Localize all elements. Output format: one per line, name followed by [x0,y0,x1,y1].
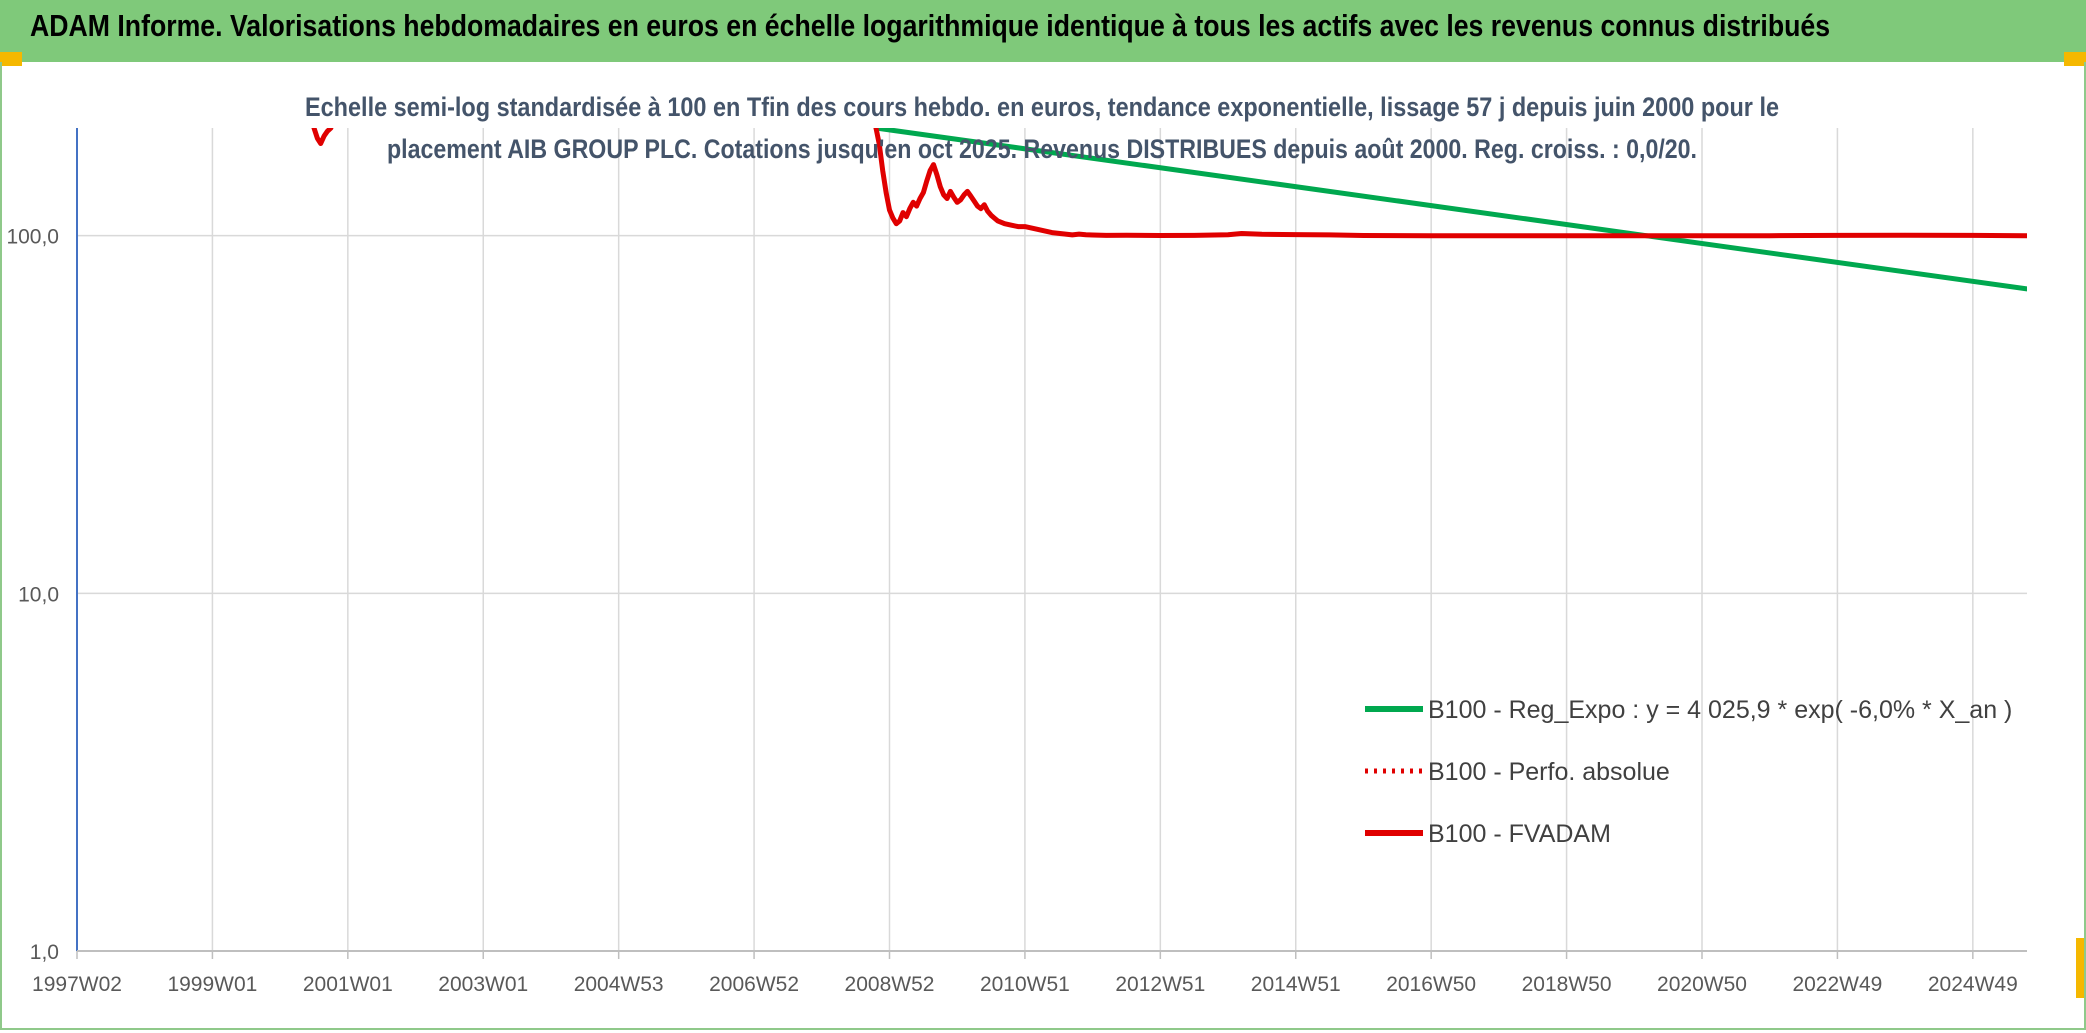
y-tick-labels: 1,0 10,0 100,0 [6,226,59,964]
series-line-b100-fvadam [311,128,334,146]
axes [76,128,2027,959]
legend-label: B100 - Reg_Expo : y = 4 025,9 * exp( -6,… [1428,696,2012,724]
chart-subtitle: Echelle semi-log standardisée à 100 en T… [305,92,1779,164]
report-title: ADAM Informe. Valorisations hebdomadaire… [30,8,1831,43]
legend-label: B100 - Perfo. absolue [1428,758,1670,786]
x-tick-label: 2006W52 [709,973,799,996]
x-tick-label: 2010W51 [980,973,1070,996]
x-tick-label: 2014W51 [1251,973,1341,996]
subtitle-line-2: placement AIB GROUP PLC. Cotations jusqu… [387,134,1697,164]
series-line-b100-fvadam [873,128,2027,239]
x-tick-label: 2003W01 [438,973,528,996]
x-tick-label: 2008W52 [845,973,935,996]
subtitle-line-1: Echelle semi-log standardisée à 100 en T… [305,92,1779,122]
x-tick-label: 2020W50 [1657,973,1747,996]
x-tick-label: 2024W49 [1928,973,2018,996]
y-tick-label: 10,0 [18,583,59,606]
legend-label: B100 - FVADAM [1428,820,1611,848]
chart-frame [0,62,2086,1030]
corner-marker-top-left [0,52,22,66]
x-tick-label: 2016W50 [1386,973,1476,996]
x-tick-label: 2012W51 [1115,973,1205,996]
x-tick-labels: 1997W02 1999W01 2001W01 2003W01 2004W53 2006W… [32,973,2018,996]
x-tick-label: 1997W02 [32,973,122,996]
y-tick-label: 1,0 [30,941,59,964]
x-tick-label: 2004W53 [574,973,664,996]
y-tick-label: 100,0 [6,226,59,249]
x-tick-label: 2022W49 [1792,973,1882,996]
corner-marker-top-right [2064,52,2086,66]
corner-marker-bottom-right [2076,938,2086,998]
gridlines [77,128,2027,952]
report-header: ADAM Informe. Valorisations hebdomadaire… [0,0,2086,62]
series-line-b100-reg-expo-y-4-025-9-exp-6-0-x-an [873,128,2027,292]
x-tick-label: 1999W01 [167,973,257,996]
series-layer [311,128,2027,292]
x-tick-label: 2018W50 [1522,973,1612,996]
legend: B100 - Reg_Expo : y = 4 025,9 * exp( -6,… [1365,696,2012,848]
x-tick-label: 2001W01 [303,973,393,996]
